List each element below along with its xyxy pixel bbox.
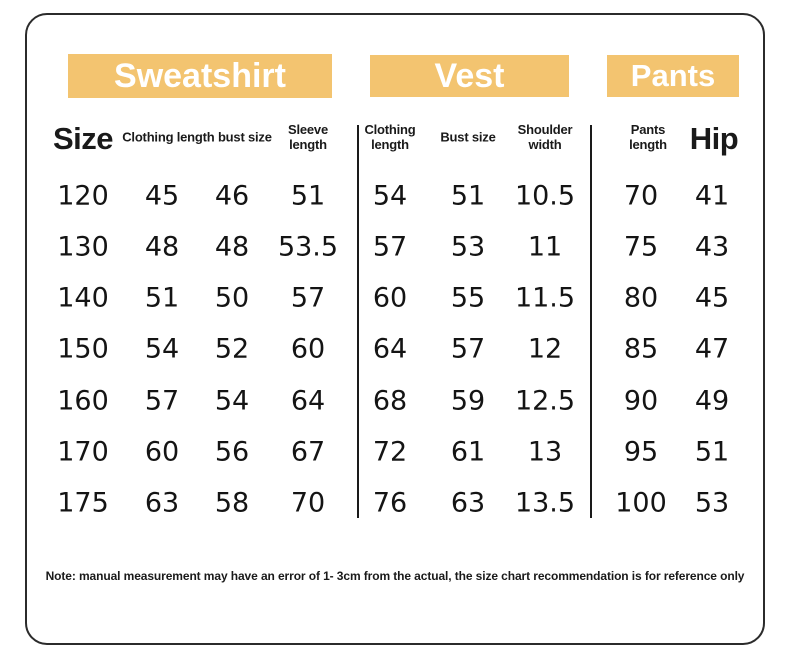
table-cell: 45: [144, 180, 180, 212]
table-cell: 70: [623, 180, 659, 212]
section-title-vest: Vest: [434, 56, 505, 95]
table-cell: 50: [214, 282, 250, 314]
table-cell: 54: [214, 385, 250, 417]
table-cell: 56: [214, 436, 250, 468]
table-cell: 85: [623, 333, 659, 365]
section-title-sweatshirt: Sweatshirt: [114, 56, 286, 95]
table-cell: 57: [144, 385, 180, 417]
table-cell: 61: [450, 436, 486, 468]
table-cell: 43: [694, 231, 730, 263]
table-cell: 170: [57, 436, 109, 468]
table-cell: 100: [615, 487, 667, 519]
column-header-sleeve-length: Sleeve length: [287, 122, 328, 152]
table-cell: 130: [57, 231, 109, 263]
table-cell: 76: [372, 487, 408, 519]
table-cell: 12: [527, 333, 563, 365]
table-cell: 51: [694, 436, 730, 468]
section-divider-vest-pants: [590, 125, 592, 518]
table-cell: 175: [57, 487, 109, 519]
table-cell: 13: [527, 436, 563, 468]
size-chart-card: [25, 13, 765, 645]
table-cell: 48: [214, 231, 250, 263]
column-header-size: Size: [52, 121, 114, 156]
table-cell: 63: [450, 487, 486, 519]
table-cell: 60: [372, 282, 408, 314]
column-header-hip: Hip: [689, 121, 739, 156]
table-cell: 63: [144, 487, 180, 519]
table-cell: 70: [290, 487, 326, 519]
table-cell: 55: [450, 282, 486, 314]
table-cell: 11: [527, 231, 563, 263]
section-band-sweatshirt: Sweatshirt: [68, 54, 332, 98]
table-cell: 60: [290, 333, 326, 365]
table-cell: 160: [57, 385, 109, 417]
table-cell: 45: [694, 282, 730, 314]
table-cell: 60: [144, 436, 180, 468]
note-text: Note: manual measurement may have an err…: [45, 569, 745, 583]
table-cell: 64: [372, 333, 408, 365]
table-cell: 54: [372, 180, 408, 212]
column-header-pants-length: Pants length: [629, 122, 667, 152]
table-cell: 51: [290, 180, 326, 212]
table-cell: 48: [144, 231, 180, 263]
table-cell: 72: [372, 436, 408, 468]
table-cell: 75: [623, 231, 659, 263]
table-cell: 53.5: [277, 231, 339, 263]
column-header-clothing-length-bust-size: Clothing length bust size: [122, 129, 272, 145]
table-cell: 120: [57, 180, 109, 212]
table-cell: 53: [694, 487, 730, 519]
table-cell: 57: [372, 231, 408, 263]
table-cell: 57: [450, 333, 486, 365]
table-cell: 64: [290, 385, 326, 417]
table-cell: 47: [694, 333, 730, 365]
table-cell: 140: [57, 282, 109, 314]
table-cell: 12.5: [514, 385, 576, 417]
table-cell: 90: [623, 385, 659, 417]
table-cell: 67: [290, 436, 326, 468]
table-cell: 51: [144, 282, 180, 314]
column-header-shoulder-width: Shoulder width: [517, 122, 573, 152]
table-cell: 68: [372, 385, 408, 417]
table-cell: 13.5: [514, 487, 576, 519]
section-band-vest: Vest: [370, 55, 569, 97]
section-divider-sweatshirt-vest: [357, 125, 359, 518]
table-cell: 49: [694, 385, 730, 417]
table-cell: 57: [290, 282, 326, 314]
table-cell: 51: [450, 180, 486, 212]
table-cell: 41: [694, 180, 730, 212]
section-band-pants: Pants: [607, 55, 739, 97]
table-cell: 80: [623, 282, 659, 314]
section-title-pants: Pants: [630, 58, 716, 93]
table-cell: 95: [623, 436, 659, 468]
table-cell: 52: [214, 333, 250, 365]
table-cell: 53: [450, 231, 486, 263]
table-cell: 54: [144, 333, 180, 365]
table-cell: 11.5: [514, 282, 576, 314]
table-cell: 46: [214, 180, 250, 212]
table-cell: 10.5: [514, 180, 576, 212]
column-header-vest-clothing-length: Clothing length: [364, 122, 416, 152]
column-header-bust-size: Bust size: [440, 129, 496, 145]
table-cell: 58: [214, 487, 250, 519]
table-cell: 150: [57, 333, 109, 365]
table-cell: 59: [450, 385, 486, 417]
